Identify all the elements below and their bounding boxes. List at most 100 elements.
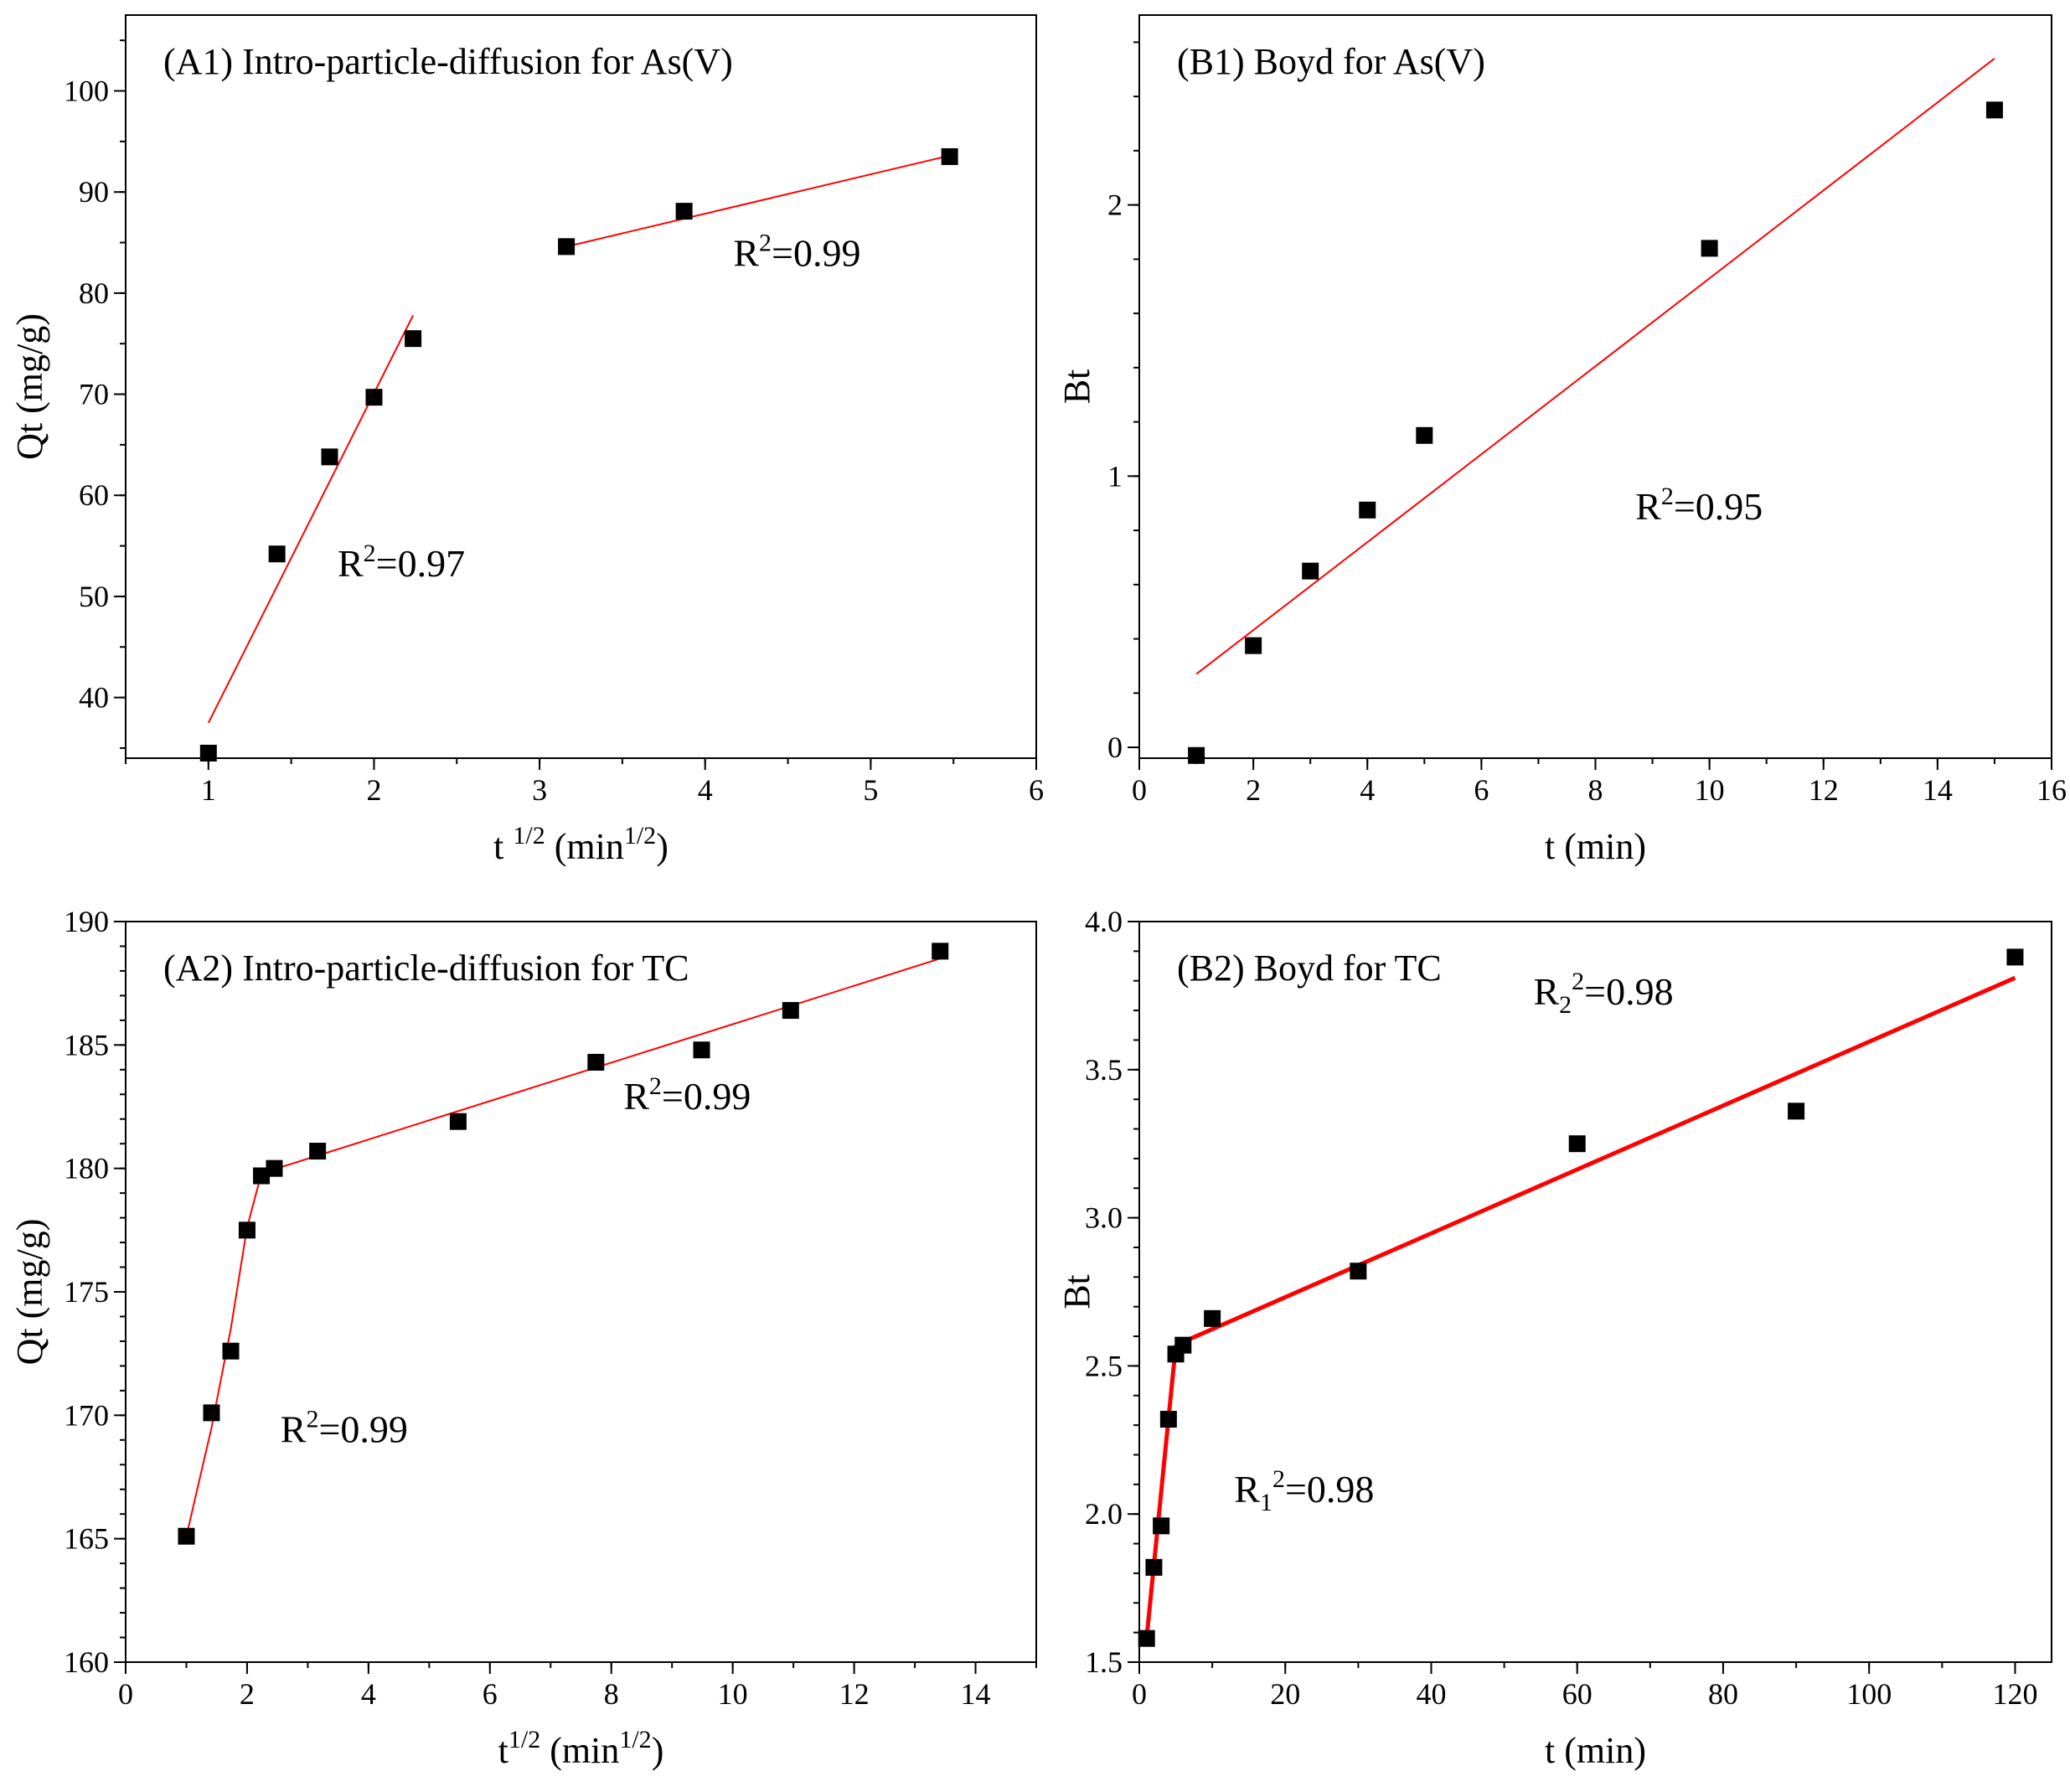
data-point (1245, 637, 1262, 654)
data-point (1788, 1103, 1805, 1120)
x-tick-label: 3 (532, 773, 547, 807)
y-tick-label: 100 (64, 75, 109, 108)
y-tick-label: 60 (79, 478, 109, 512)
x-tick-label: 4 (698, 773, 713, 807)
panel-title: (B1) Boyd for As(V) (1177, 41, 1485, 82)
x-label-close: ) (652, 1730, 664, 1771)
data-point (2006, 948, 2024, 966)
data-point (268, 545, 286, 563)
data-point (587, 1053, 605, 1071)
data-point (178, 1527, 195, 1545)
fit-line (185, 1173, 262, 1536)
r-superscript: 2 (1572, 968, 1584, 995)
x-axis-label: t (min) (1545, 826, 1646, 867)
data-point (1701, 240, 1718, 257)
x-tick-label: 6 (1474, 773, 1489, 807)
y-tick-label: 80 (79, 276, 109, 310)
data-point (309, 1143, 327, 1160)
x-label-unit: (min (540, 1730, 619, 1771)
r-base: R (1533, 970, 1559, 1013)
y-tick-label: 170 (64, 1398, 109, 1432)
x-tick-label: 0 (118, 1677, 133, 1711)
data-point (1359, 501, 1376, 519)
x-tick-label: 14 (1923, 773, 1953, 807)
plot-frame (125, 14, 1037, 759)
plot-frame (1138, 921, 2052, 1663)
y-tick-label: 2.5 (1085, 1349, 1123, 1382)
data-point (1985, 101, 2003, 119)
x-tick-label: 6 (483, 1677, 498, 1711)
x-tick-label: 40 (1416, 1677, 1446, 1711)
x-tick-label: 20 (1270, 1677, 1300, 1711)
r-value: =0.99 (318, 1408, 407, 1451)
data-point (1138, 1629, 1155, 1647)
data-point (1188, 746, 1205, 764)
y-axis-label: Qt (mg/g) (9, 313, 50, 460)
r-base: R (733, 231, 759, 274)
data-point (558, 238, 576, 256)
data-point (238, 1221, 256, 1239)
r-squared-label: R12=0.98 (1234, 1465, 1374, 1516)
x-label-sup: 1/2 (508, 1726, 540, 1753)
data-point (253, 1167, 271, 1185)
r-squared-label: R2=0.99 (623, 1072, 751, 1118)
y-tick-label: 1.5 (1085, 1645, 1123, 1679)
fit-line (1195, 58, 1995, 675)
data-point (932, 942, 949, 960)
x-tick-label: 12 (1809, 773, 1839, 807)
data-point (1153, 1517, 1170, 1535)
r-squared-label: R2=0.97 (338, 540, 465, 585)
x-tick-label: 60 (1562, 1677, 1593, 1711)
y-axis-label: Bt (1056, 369, 1097, 405)
y-axis-label: Bt (1056, 1274, 1097, 1309)
x-label-sup: 1/2 (513, 822, 545, 850)
r-squared-label: R2=0.95 (1635, 483, 1763, 528)
data-point (1350, 1263, 1367, 1280)
y-tick-label: 165 (64, 1522, 109, 1556)
x-tick-label: 2 (240, 1677, 255, 1711)
y-tick-label: 70 (79, 378, 109, 411)
y-tick-label: 3.5 (1085, 1053, 1123, 1087)
data-point (1174, 1336, 1192, 1354)
r-base: R (1234, 1468, 1260, 1511)
x-label-close: ) (656, 826, 668, 867)
y-tick-label: 160 (64, 1645, 109, 1679)
r-value: =0.97 (376, 542, 465, 585)
data-point (1302, 562, 1319, 580)
data-point (203, 1404, 220, 1422)
r-superscript: 2 (1661, 483, 1674, 510)
x-tick-label: 100 (1846, 1677, 1892, 1711)
x-label-unit-sup: 1/2 (624, 822, 656, 850)
x-tick-label: 12 (839, 1677, 870, 1711)
x-tick-label: 80 (1708, 1677, 1738, 1711)
r-value: =0.99 (772, 231, 860, 274)
x-label-unit-sup: 1/2 (619, 1726, 651, 1753)
panel-b2: 0 20 40 60 80 100 120 1.5 2.0 2.5 3.0 3.5 4.0 (B2) Bo… (1056, 905, 2052, 1771)
x-label-unit: (min (545, 826, 624, 867)
data-point (675, 203, 693, 220)
y-tick-label: 1 (1107, 459, 1123, 493)
data-point (1416, 426, 1433, 444)
x-tick-label: 8 (604, 1677, 619, 1711)
data-point (1204, 1309, 1221, 1327)
x-axis-label: t (min) (1545, 1730, 1646, 1771)
y-tick-label: 3.0 (1085, 1201, 1123, 1235)
x-tick-label: 14 (961, 1677, 991, 1711)
plot-frame (125, 921, 1037, 1663)
data-point (365, 389, 383, 406)
y-tick-label: 2 (1107, 188, 1123, 222)
data-point (941, 147, 958, 165)
r-subscript: 1 (1260, 1489, 1272, 1516)
data-point (405, 330, 422, 348)
x-tick-label: 0 (1132, 1677, 1147, 1711)
r-squared-label: R2=0.99 (733, 229, 860, 274)
r-base: R (338, 542, 364, 585)
data-point (449, 1113, 467, 1130)
y-tick-label: 4.0 (1085, 905, 1123, 938)
x-axis-label: t 1/2 (min1/2) (493, 822, 668, 867)
x-tick-label: 6 (1029, 773, 1044, 807)
r-value: =0.95 (1674, 485, 1763, 528)
y-axis-label: Qt (mg/g) (9, 1219, 50, 1366)
